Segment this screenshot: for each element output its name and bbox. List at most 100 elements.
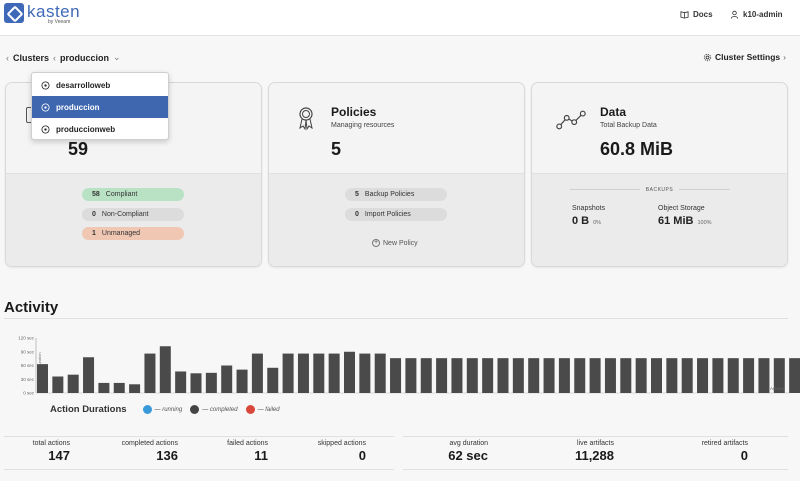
duration-bar[interactable] xyxy=(620,358,632,393)
duration-bar[interactable] xyxy=(558,358,570,393)
cluster-dropdown: desarrolloweb produccion produccionweb xyxy=(31,72,169,140)
docs-label: Docs xyxy=(693,10,713,19)
legend-failed[interactable]: — failed xyxy=(245,405,280,414)
legend-title: Action Durations xyxy=(50,404,127,415)
duration-bar[interactable] xyxy=(113,382,125,393)
docs-link[interactable]: Docs xyxy=(680,10,713,19)
y-tick-label: 30 sec xyxy=(21,377,35,382)
duration-bar[interactable] xyxy=(451,358,463,393)
chart-legend: Action Durations — running — completed —… xyxy=(50,404,280,415)
object-storage-percent: 100% xyxy=(697,220,712,226)
duration-bar[interactable] xyxy=(574,358,586,393)
duration-bar[interactable] xyxy=(359,353,371,393)
snapshots-stat: 0 B 0% xyxy=(572,215,601,227)
duration-bar[interactable] xyxy=(604,358,616,393)
duration-bar[interactable] xyxy=(405,358,417,393)
actions-stats-panel xyxy=(4,436,394,470)
duration-bar[interactable] xyxy=(497,358,509,393)
duration-bar[interactable] xyxy=(374,353,386,393)
duration-bar[interactable] xyxy=(52,376,64,394)
object-storage-stat: 61 MiB 100% xyxy=(658,215,712,227)
chevron-left-icon[interactable]: ‹ xyxy=(6,52,9,63)
policies-card[interactable]: Policies Managing resources 5 5 Backup Po… xyxy=(268,82,525,267)
dropdown-item-produccion[interactable]: produccion xyxy=(32,96,168,118)
duration-bar[interactable] xyxy=(482,358,494,393)
duration-bar[interactable] xyxy=(144,353,156,393)
chart-corner-label: Adiona xyxy=(770,386,785,391)
duration-bar[interactable] xyxy=(205,372,217,393)
duration-bar[interactable] xyxy=(697,358,709,393)
duration-bar[interactable] xyxy=(635,358,647,393)
duration-bar[interactable] xyxy=(789,358,800,393)
stat-retired-artifacts: retired artifacts 0 xyxy=(701,440,748,463)
legend-completed[interactable]: — completed xyxy=(190,405,238,414)
duration-bar[interactable] xyxy=(251,353,263,393)
duration-bar[interactable] xyxy=(651,358,662,393)
duration-bar[interactable] xyxy=(666,358,678,393)
dropdown-item-desarrolloweb[interactable]: desarrolloweb xyxy=(32,74,168,96)
breadcrumb-current-cluster[interactable]: produccion xyxy=(60,52,110,63)
duration-bar[interactable] xyxy=(727,358,739,393)
duration-bar[interactable] xyxy=(313,353,325,393)
duration-bar[interactable] xyxy=(543,358,555,393)
duration-bar[interactable] xyxy=(190,373,202,393)
y-tick-label: 0 sec xyxy=(23,391,35,396)
kubernetes-icon xyxy=(41,80,50,90)
duration-bar[interactable] xyxy=(159,346,171,393)
snapshots-value: 0 B xyxy=(572,215,590,227)
duration-bar[interactable] xyxy=(83,357,95,393)
artifacts-stats-panel xyxy=(403,436,788,470)
completed-dot-icon xyxy=(190,405,200,414)
cluster-settings-label: Cluster Settings xyxy=(714,52,781,62)
duration-bar[interactable] xyxy=(344,351,355,393)
non-compliant-pill[interactable]: 0 Non-Compliant xyxy=(82,208,184,221)
cluster-settings-link[interactable]: Cluster Settings › xyxy=(703,52,786,62)
duration-bar[interactable] xyxy=(67,374,79,393)
duration-bar[interactable] xyxy=(328,353,340,393)
duration-bar[interactable] xyxy=(98,382,110,393)
action-durations-svg: 0 sec 30 sec 60 sec 90 sec 120 sec Duration Ad… xyxy=(18,336,800,396)
duration-bar[interactable] xyxy=(267,367,279,393)
duration-bar[interactable] xyxy=(390,358,402,393)
duration-bar[interactable] xyxy=(512,358,524,393)
duration-bar[interactable] xyxy=(758,358,770,393)
duration-bar[interactable] xyxy=(712,358,724,393)
legend-running[interactable]: — running xyxy=(142,405,182,414)
snapshots-label: Snapshots xyxy=(572,205,606,212)
import-policies-pill[interactable]: 0 Import Policies xyxy=(345,208,447,221)
new-policy-button[interactable]: + New Policy xyxy=(372,239,418,247)
duration-bar[interactable] xyxy=(528,358,540,393)
duration-bar[interactable] xyxy=(297,353,309,393)
duration-bar[interactable] xyxy=(743,358,755,393)
kasten-logo[interactable]: kasten xyxy=(4,3,80,23)
duration-bar[interactable] xyxy=(773,358,785,393)
duration-bar[interactable] xyxy=(589,358,601,393)
gear-icon xyxy=(703,53,712,61)
policies-count: 5 xyxy=(331,139,342,159)
duration-bar[interactable] xyxy=(420,358,432,393)
applications-count: 59 xyxy=(68,139,89,159)
data-card[interactable]: Data Total Backup Data 60.8 MiB BACKUPS … xyxy=(531,82,788,267)
breadcrumb-clusters[interactable]: Clusters xyxy=(13,52,50,63)
duration-bar[interactable] xyxy=(236,369,248,393)
duration-bar[interactable] xyxy=(175,371,187,393)
compliant-pill[interactable]: 58 Compliant xyxy=(82,188,184,201)
top-bar: kasten by Veeam Docs k10-admin xyxy=(0,0,800,36)
dropdown-item-produccionweb[interactable]: produccionweb xyxy=(32,118,168,140)
duration-bar[interactable] xyxy=(681,358,693,393)
backup-policies-pill[interactable]: 5 Backup Policies xyxy=(345,188,447,201)
duration-bar[interactable] xyxy=(129,384,141,393)
duration-bar[interactable] xyxy=(221,365,233,394)
y-tick-label: 90 sec xyxy=(21,349,35,354)
duration-bar[interactable] xyxy=(37,364,48,393)
data-graph-icon xyxy=(556,110,586,130)
data-title: Data xyxy=(600,105,627,119)
running-dot-icon xyxy=(142,405,152,414)
plus-circle-icon: + xyxy=(372,239,380,247)
unmanaged-pill[interactable]: 1 Unmanaged xyxy=(82,227,184,240)
chevron-down-icon[interactable]: ⌄ xyxy=(113,52,121,62)
duration-bar[interactable] xyxy=(282,353,294,393)
duration-bar[interactable] xyxy=(466,358,478,393)
duration-bar[interactable] xyxy=(436,358,448,393)
user-menu[interactable]: k10-admin xyxy=(730,10,783,19)
